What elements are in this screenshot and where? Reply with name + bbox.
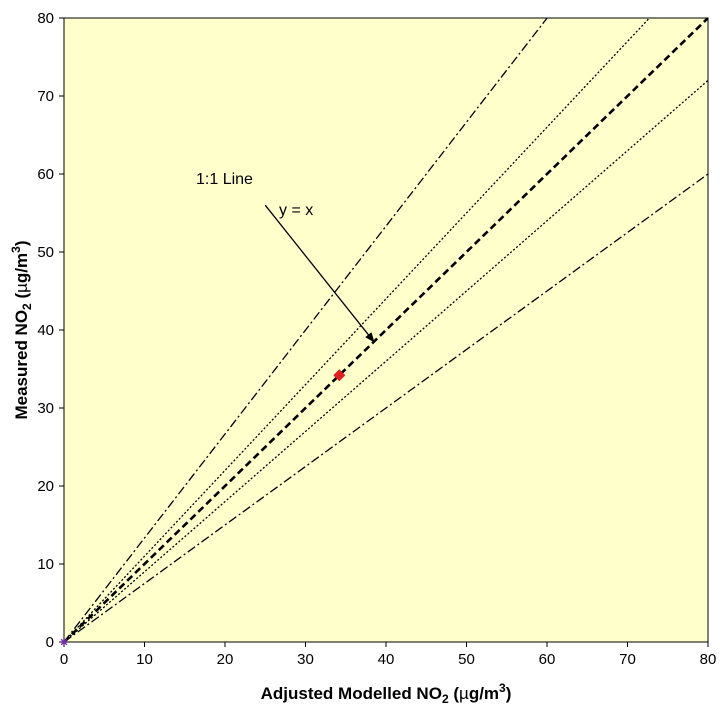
x-tick-label: 70 [619,651,636,668]
reference-line-5 [64,173,708,642]
x-tick-label: 40 [378,651,395,668]
x-axis-title: Adjusted Modelled NO2 (µg/m3) [261,681,512,706]
x-tick-label: 10 [136,651,153,668]
data-point-star [60,638,68,646]
y-tick-label: 50 [37,244,54,261]
y-tick-label: 10 [37,556,54,573]
y-tick-label: 70 [37,88,54,105]
x-tick-label: 80 [700,651,717,668]
y-tick-label: 30 [37,400,54,417]
data-point-diamond [333,369,346,382]
y-tick-label: 60 [37,166,54,183]
y-tick-label: 80 [37,10,54,27]
x-tick-label: 0 [60,651,68,668]
x-tick-label: 50 [458,651,475,668]
x-tick-label: 20 [217,651,234,668]
reference-line-2 [64,18,650,642]
reference-line-4 [64,18,548,642]
x-tick-label: 30 [297,651,314,668]
y-axis: 0 10 20 30 40 50 60 70 80 [37,10,64,651]
x-axis: 0 10 20 30 40 50 60 70 80 [60,642,717,668]
arrow-line [264,204,375,343]
data-points [60,369,346,646]
annotation-arrow [264,204,375,343]
y-axis-title: Measured NO2 (µg/m3) [9,240,34,419]
y-tick-label: 20 [37,478,54,495]
equation-annotation: y = x [279,202,313,219]
x-tick-label: 60 [539,651,556,668]
reference-lines [64,18,708,642]
line-label-annotation: 1:1 Line [196,171,253,188]
y-tick-label: 0 [46,634,54,651]
reference-line-1 [64,18,708,642]
reference-line-3 [64,79,708,642]
y-tick-label: 40 [37,322,54,339]
